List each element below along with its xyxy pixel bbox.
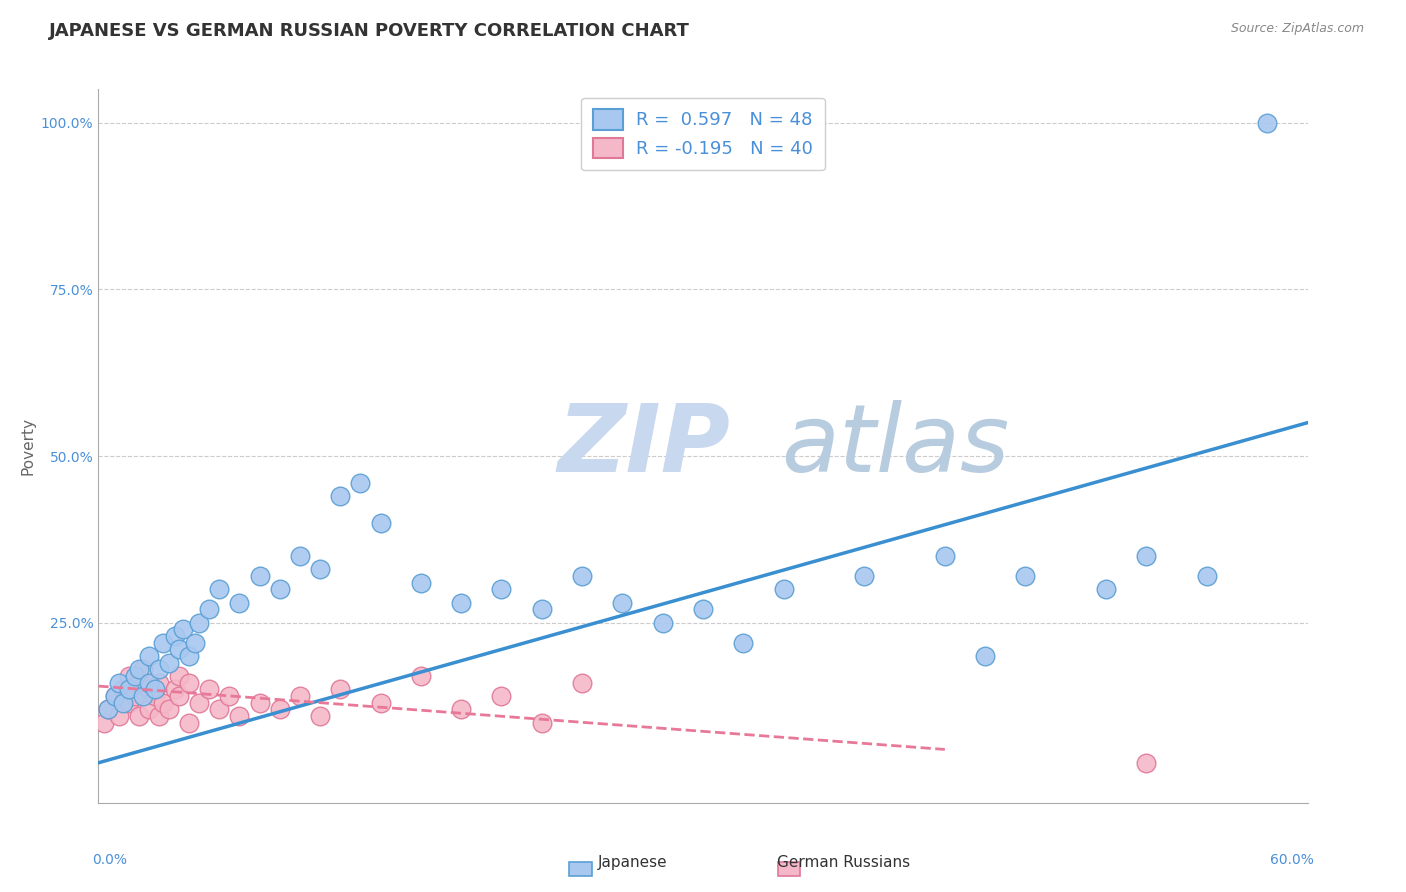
Point	[128, 709, 150, 723]
Point	[409, 669, 432, 683]
Point	[198, 602, 221, 616]
Point	[167, 689, 190, 703]
Point	[1135, 549, 1157, 563]
Point	[138, 675, 160, 690]
Point	[288, 549, 311, 563]
Text: JAPANESE VS GERMAN RUSSIAN POVERTY CORRELATION CHART: JAPANESE VS GERMAN RUSSIAN POVERTY CORRE…	[49, 22, 690, 40]
Text: German Russians: German Russians	[778, 855, 910, 870]
Point	[733, 636, 755, 650]
Point	[329, 682, 352, 697]
Point	[228, 596, 250, 610]
Text: Source: ZipAtlas.com: Source: ZipAtlas.com	[1230, 22, 1364, 36]
Point	[172, 623, 194, 637]
Point	[370, 696, 392, 710]
Point	[692, 602, 714, 616]
Point	[138, 702, 160, 716]
Point	[208, 702, 231, 716]
Point	[974, 649, 997, 664]
Point	[167, 642, 190, 657]
Point	[107, 675, 129, 690]
Point	[97, 702, 120, 716]
Point	[450, 702, 472, 716]
Y-axis label: Poverty: Poverty	[20, 417, 35, 475]
Point	[491, 689, 513, 703]
Point	[124, 669, 146, 683]
Point	[309, 562, 332, 576]
Point	[1256, 115, 1278, 129]
Point	[103, 689, 125, 703]
Point	[111, 696, 134, 710]
Point	[934, 549, 956, 563]
Point	[530, 715, 553, 730]
Point	[138, 649, 160, 664]
Point	[249, 569, 271, 583]
Point	[93, 715, 115, 730]
Point	[184, 636, 207, 650]
Point	[491, 582, 513, 597]
Point	[107, 709, 129, 723]
Point	[132, 662, 155, 676]
Point	[118, 669, 141, 683]
Point	[157, 656, 180, 670]
Point	[128, 662, 150, 676]
Point	[1195, 569, 1218, 583]
Point	[218, 689, 240, 703]
Point	[1014, 569, 1036, 583]
Point	[772, 582, 794, 597]
Point	[188, 615, 211, 630]
Point	[370, 516, 392, 530]
Point	[571, 569, 593, 583]
Point	[288, 689, 311, 703]
Point	[148, 709, 170, 723]
Point	[269, 702, 291, 716]
Text: Japanese: Japanese	[598, 855, 668, 870]
Legend: R =  0.597   N = 48, R = -0.195   N = 40: R = 0.597 N = 48, R = -0.195 N = 40	[581, 97, 825, 169]
Point	[530, 602, 553, 616]
Point	[228, 709, 250, 723]
Point	[179, 675, 201, 690]
Point	[179, 649, 201, 664]
Point	[143, 682, 166, 697]
Point	[124, 689, 146, 703]
Point	[571, 675, 593, 690]
Point	[1095, 582, 1118, 597]
Point	[97, 702, 120, 716]
Text: ZIP: ZIP	[558, 400, 731, 492]
Point	[208, 582, 231, 597]
Point	[179, 715, 201, 730]
Point	[349, 475, 371, 490]
Point	[198, 682, 221, 697]
Point	[167, 669, 190, 683]
Point	[143, 689, 166, 703]
Point	[188, 696, 211, 710]
Point	[309, 709, 332, 723]
Point	[329, 489, 352, 503]
Text: 0.0%: 0.0%	[93, 853, 128, 867]
Point	[103, 689, 125, 703]
Point	[132, 689, 155, 703]
Point	[148, 675, 170, 690]
Point	[409, 575, 432, 590]
Point	[450, 596, 472, 610]
Point	[163, 629, 186, 643]
Point	[152, 636, 174, 650]
Point	[118, 682, 141, 697]
Point	[157, 702, 180, 716]
Point	[163, 682, 186, 697]
Point	[128, 675, 150, 690]
Point	[111, 682, 134, 697]
Point	[138, 682, 160, 697]
Point	[853, 569, 876, 583]
Text: 60.0%: 60.0%	[1270, 853, 1313, 867]
Point	[249, 696, 271, 710]
Point	[651, 615, 673, 630]
Point	[118, 696, 141, 710]
Point	[269, 582, 291, 597]
Point	[1135, 756, 1157, 770]
Point	[612, 596, 634, 610]
Text: atlas: atlas	[782, 401, 1010, 491]
Point	[148, 662, 170, 676]
Point	[152, 696, 174, 710]
